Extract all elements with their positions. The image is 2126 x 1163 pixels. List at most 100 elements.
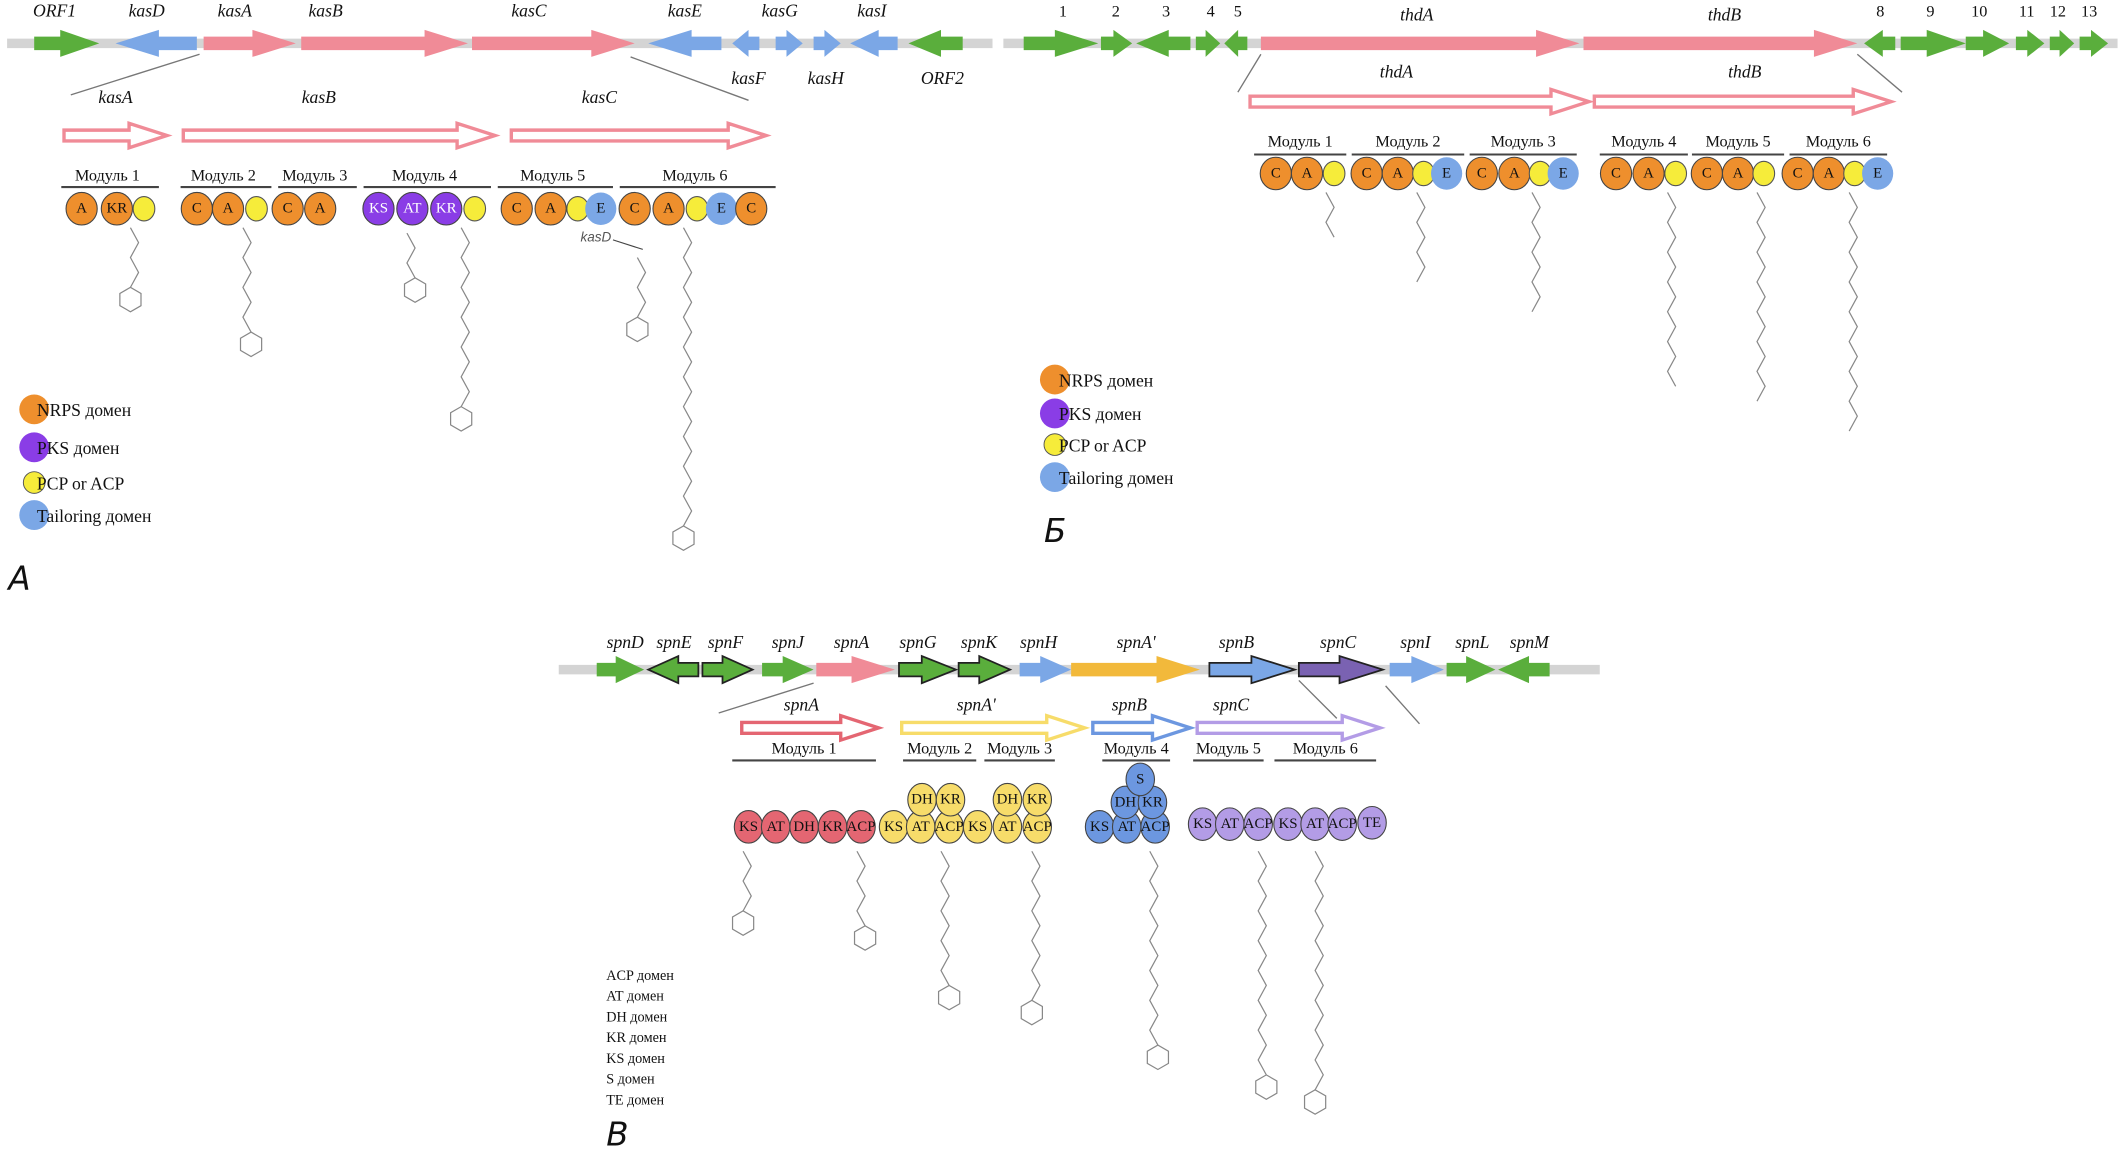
legend-swatch-nrps <box>1039 364 1070 395</box>
chemical-structure <box>406 232 416 279</box>
expanded-gene-label: kasC <box>582 87 617 107</box>
domain-e <box>705 192 738 226</box>
gene-5 <box>1224 29 1248 57</box>
domain-label: AT <box>1221 816 1239 832</box>
gene-1 <box>1023 29 1099 57</box>
pcp-acp-domain <box>245 196 268 222</box>
domain-label: DH <box>997 792 1019 808</box>
legend-swatch-tailoring <box>19 500 50 530</box>
gene-label: kasD <box>129 0 165 20</box>
expanded-gene-arrow <box>181 121 501 151</box>
kasd-annotation: kasD <box>580 229 611 244</box>
domain-label: E <box>1873 166 1882 182</box>
domain-label: A <box>1733 166 1744 182</box>
gene-kasc <box>472 29 635 57</box>
expanded-gene-arrow <box>62 121 173 151</box>
domain-acp <box>1243 807 1273 841</box>
chemical-structure <box>856 850 866 927</box>
domain-kr <box>430 191 463 226</box>
domain-label: AT <box>1118 819 1136 835</box>
domain-label: KS <box>1278 816 1297 832</box>
expanded-gene-arrow <box>1195 713 1386 743</box>
gene-kasf <box>732 29 760 57</box>
domain-label: ACP <box>847 819 876 835</box>
module-label: Модуль 5 <box>1196 740 1261 758</box>
chemical-structure <box>682 227 693 527</box>
domain-acp <box>846 810 876 844</box>
benzene-ring <box>937 984 961 1011</box>
module-label: Модуль 1 <box>1268 132 1333 150</box>
domain-label: C <box>630 201 640 217</box>
gene-label: 5 <box>1234 2 1242 20</box>
domain-s <box>1125 762 1156 797</box>
module-label: Модуль 6 <box>1293 740 1358 758</box>
domain-a <box>304 191 337 226</box>
domain-e <box>1431 157 1463 190</box>
domain-label: A <box>1823 166 1834 182</box>
gene-label: 2 <box>1112 2 1120 20</box>
domain-c <box>1599 156 1633 191</box>
domain-label: A <box>76 201 87 217</box>
zoom-line <box>1237 53 1262 93</box>
domain-label: C <box>1477 166 1487 182</box>
gene-label: kasC <box>511 0 546 20</box>
domain-label: DH <box>911 792 933 808</box>
gene-spnh <box>1019 656 1072 684</box>
domain-label: A <box>315 201 326 217</box>
gene-spnj <box>762 656 814 684</box>
gene-label: spnK <box>961 632 998 652</box>
gene-label: spnC <box>1320 632 1356 652</box>
domain-label: ACP <box>1023 819 1052 835</box>
pcp-acp-domain <box>132 196 156 222</box>
domain-e <box>1862 157 1894 190</box>
domain-c <box>271 191 304 226</box>
gene-label: kasE <box>668 0 702 20</box>
domain-at <box>396 191 429 226</box>
module-label: Модуль 1 <box>772 740 837 758</box>
module-label: Модуль 5 <box>520 166 585 184</box>
domain-label: DH <box>793 819 815 835</box>
domain-label: KS <box>739 819 758 835</box>
domain-label: E <box>1442 166 1451 182</box>
panel-label-a: А <box>6 560 30 598</box>
gene-label: 11 <box>2019 2 2035 20</box>
domain-label: KS <box>1193 816 1212 832</box>
domain-label: A <box>1509 166 1520 182</box>
gene-label: spnA' <box>1117 632 1156 652</box>
domain-e <box>1547 157 1579 190</box>
zoom-line <box>1856 53 1903 93</box>
zoom-line <box>630 56 749 101</box>
gene-11 <box>2015 29 2045 57</box>
gene-label: ORF1 <box>33 0 76 20</box>
domain-acp <box>1327 807 1358 841</box>
gene-spng <box>898 654 959 685</box>
legend-swatch-nrps <box>19 394 50 425</box>
module-label: Модуль 3 <box>282 166 347 184</box>
panel-label-c: В <box>606 1115 628 1153</box>
module-label: Модуль 2 <box>1375 132 1440 150</box>
domain-dh <box>992 782 1023 817</box>
legend-label: AT домен <box>606 989 664 1005</box>
gene-label: spnM <box>1510 632 1550 652</box>
domain-kr <box>100 191 134 226</box>
benzene-ring <box>449 405 473 432</box>
domain-c <box>1465 156 1498 191</box>
domain-label: C <box>1793 166 1803 182</box>
chemical-structure <box>1031 850 1041 1001</box>
gene-label: kasH <box>808 68 845 88</box>
gene-spnf <box>701 654 755 685</box>
legend-swatch-pcp <box>22 471 46 494</box>
chemical-structure <box>1531 192 1541 313</box>
domain-label: KS <box>369 201 388 217</box>
domain-label: A <box>1392 166 1403 182</box>
benzene-ring <box>672 525 695 552</box>
legend-label: NRPS домен <box>1059 370 1154 390</box>
domain-c <box>618 191 651 226</box>
pcp-acp-domain <box>1322 160 1346 187</box>
chemical-structure <box>940 850 950 986</box>
gene-label: kasA <box>218 0 252 20</box>
domain-label: A <box>545 201 556 217</box>
module-label: Модуль 1 <box>75 166 140 184</box>
domain-label: A <box>223 201 234 217</box>
expanded-gene-arrow <box>1592 87 1897 117</box>
